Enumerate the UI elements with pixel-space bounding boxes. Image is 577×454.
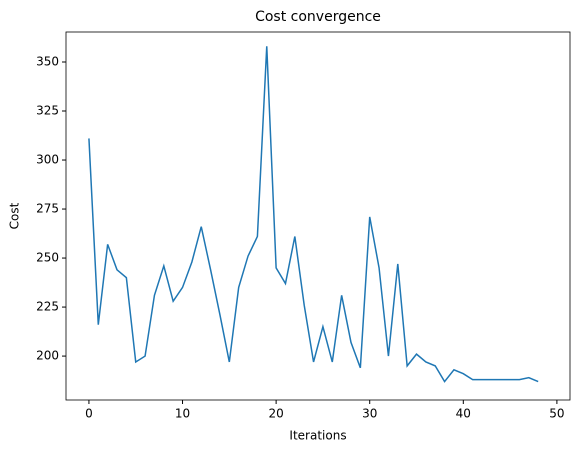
y-tick-label: 325	[36, 104, 59, 118]
x-tick-label: 40	[456, 407, 471, 421]
y-tick-label: 250	[36, 251, 59, 265]
data-line	[88, 46, 539, 383]
x-tick-label: 10	[175, 407, 190, 421]
y-tick-label: 275	[36, 202, 59, 216]
x-axis-label: Iterations	[289, 429, 346, 443]
x-tick-label: 50	[549, 407, 564, 421]
y-tick-label: 225	[36, 300, 59, 314]
y-axis-label: Cost	[8, 202, 22, 229]
x-tick-label: 30	[362, 407, 377, 421]
x-tick-label: 20	[268, 407, 283, 421]
plot-frame	[65, 31, 571, 401]
chart-title: Cost convergence	[255, 9, 381, 25]
y-tick-label: 350	[36, 54, 59, 68]
y-tick-label: 300	[36, 153, 59, 167]
y-tick-label: 200	[36, 349, 59, 363]
x-tick-label: 0	[85, 407, 93, 421]
